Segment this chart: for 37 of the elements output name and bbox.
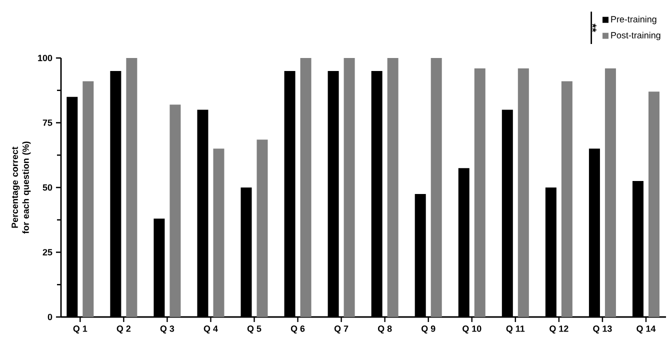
x-tick-label: Q 3 [160, 326, 174, 334]
y-tick-label: 0 [48, 314, 52, 320]
bar [474, 68, 486, 317]
bar [126, 58, 138, 317]
y-tick-label: 100 [38, 54, 52, 62]
x-tick-label: Q 11 [506, 326, 525, 334]
x-tick-label: Q 13 [593, 326, 612, 334]
text: ** [592, 24, 596, 32]
x-tick-label: Q 9 [422, 326, 436, 334]
bar [344, 58, 355, 317]
legend-label: Pre-training [611, 16, 656, 24]
x-tick-label: Q 1 [73, 326, 88, 334]
x-tick-label: Q 8 [378, 326, 392, 334]
bar [300, 58, 312, 317]
x-tick-label: Q 12 [550, 326, 568, 334]
bar [170, 104, 181, 317]
x-tick-label: Q 2 [116, 326, 131, 334]
x-tick-label: Q 10 [462, 326, 482, 334]
bar [387, 58, 398, 317]
y-tick-label: 25 [42, 249, 52, 256]
y-axis-title: Percentage correct for each question (%) [12, 142, 31, 234]
bar [561, 81, 572, 317]
x-tick-label: Q 14 [636, 326, 656, 334]
legend-label: Post-training [611, 32, 660, 40]
y-tick-label: 75 [42, 120, 52, 126]
x-tick-label: Q 7 [334, 326, 348, 334]
x-tick-label: Q 5 [247, 326, 262, 334]
x-tick-label: Q 6 [290, 326, 305, 334]
y-tick-label: 50 [42, 184, 52, 191]
bar [604, 68, 616, 317]
bar [648, 92, 660, 317]
x-tick-label: Q 4 [204, 326, 218, 334]
bar [82, 81, 94, 317]
bar [256, 140, 268, 317]
bar [518, 68, 529, 317]
bar [430, 58, 442, 317]
bar [213, 148, 224, 317]
